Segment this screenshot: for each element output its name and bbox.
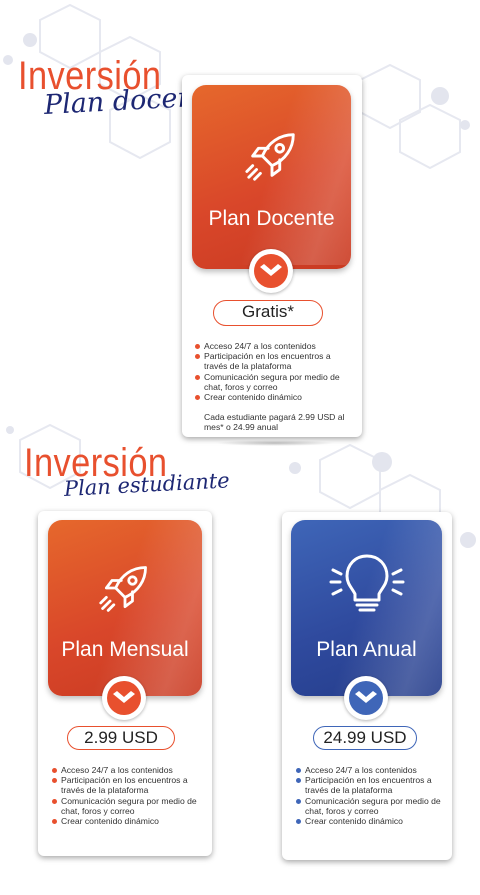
expand-button[interactable]	[102, 676, 146, 720]
rocket-icon	[99, 566, 147, 612]
list-item: Participación en los encuentros a través…	[52, 775, 207, 795]
list-item: Crear contenido dinámico	[52, 816, 207, 826]
list-item: Comunicación segura por medio de chat, f…	[195, 372, 355, 392]
chevron-down-icon	[260, 264, 282, 276]
price-badge: 2.99 USD	[67, 726, 175, 750]
plan-mensual-header: Plan Mensual	[48, 520, 202, 696]
price-badge: Gratis*	[213, 300, 323, 326]
section-heading-docente: Inversión Plan docente	[18, 56, 222, 121]
list-item: Crear contenido dinámico	[296, 816, 446, 826]
list-item: Comunicación segura por medio de chat, f…	[296, 796, 446, 816]
chevron-down-icon	[355, 691, 377, 703]
pricing-note: Cada estudiante pagará 2.99 USD al mes* …	[204, 412, 345, 433]
expand-button[interactable]	[249, 249, 293, 293]
feature-list: Acceso 24/7 a los contenidos Participaci…	[52, 765, 207, 826]
lightbulb-icon	[329, 554, 404, 612]
feature-list: Acceso 24/7 a los contenidos Participaci…	[296, 765, 446, 826]
list-item: Comunicación segura por medio de chat, f…	[52, 796, 207, 816]
list-item: Acceso 24/7 a los contenidos	[52, 765, 207, 775]
list-item: Crear contenido dinámico	[195, 392, 355, 402]
plan-docente-header: Plan Docente	[192, 85, 351, 269]
plan-anual-header: Plan Anual	[291, 520, 442, 696]
rocket-icon	[244, 133, 295, 181]
list-item: Participación en los encuentros a través…	[195, 351, 355, 371]
expand-button[interactable]	[344, 676, 388, 720]
chevron-down-icon	[113, 691, 135, 703]
section-heading-estudiante: Inversión Plan estudiante	[24, 443, 230, 501]
feature-list: Acceso 24/7 a los contenidos Participaci…	[195, 341, 355, 402]
heading-title: Inversión	[24, 441, 168, 485]
list-item: Acceso 24/7 a los contenidos	[296, 765, 446, 775]
plan-title: Plan Docente	[208, 207, 335, 230]
price-badge: 24.99 USD	[313, 726, 417, 750]
heading-title: Inversión	[18, 54, 162, 98]
list-item: Acceso 24/7 a los contenidos	[195, 341, 355, 351]
plan-title: Plan Mensual	[61, 638, 189, 661]
card-shadow	[215, 440, 335, 446]
plan-title: Plan Anual	[316, 638, 417, 661]
list-item: Participación en los encuentros a través…	[296, 775, 446, 795]
